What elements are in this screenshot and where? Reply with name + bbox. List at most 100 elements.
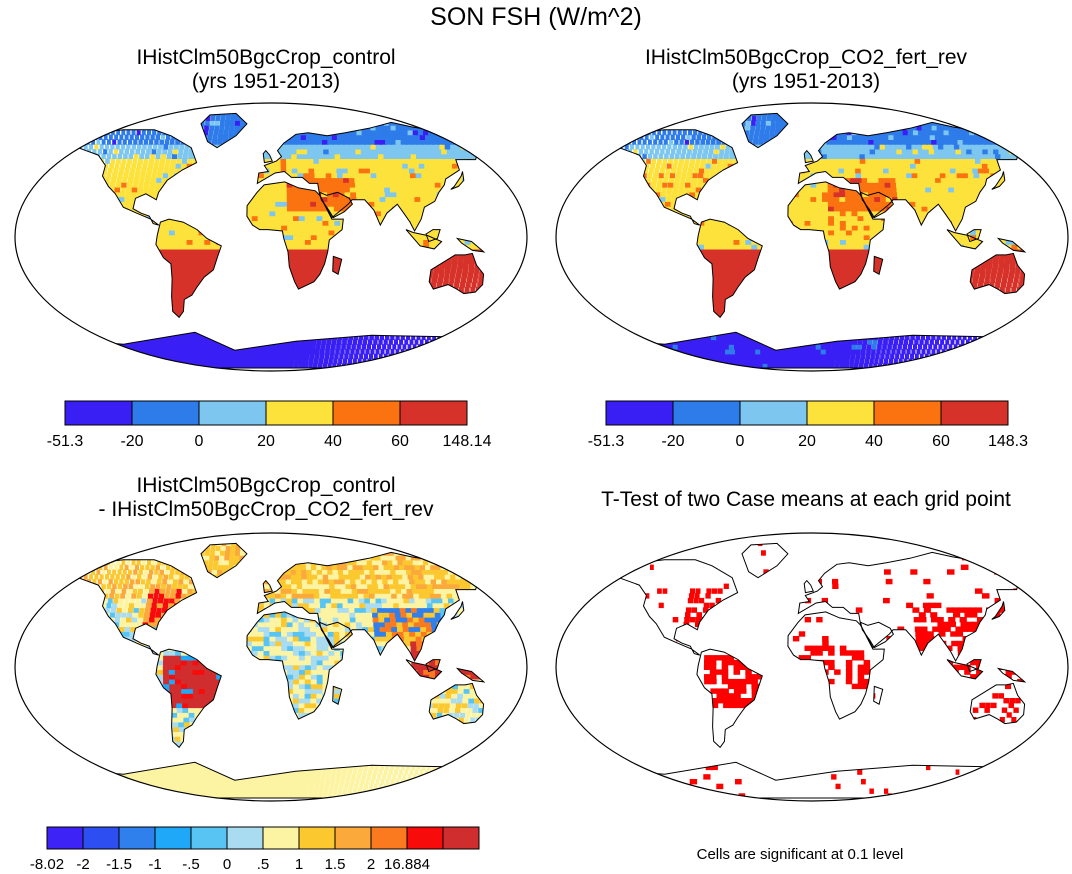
coastline-africa: [787, 181, 885, 290]
colorbar-tick-label: 0: [195, 433, 204, 450]
colorbar-box: [940, 400, 1009, 426]
coastline-northAmerica: [600, 559, 739, 656]
coastline-australia: [969, 252, 1026, 295]
coastline-borneo: [966, 229, 982, 243]
coastline-africa: [246, 181, 344, 290]
coastline-japan: [450, 171, 465, 190]
coastline-uk: [803, 579, 815, 594]
map-border: [555, 102, 1069, 372]
colorbar-tick-label: .5: [257, 856, 270, 873]
coastline-newGuinea: [455, 237, 486, 253]
coastline-southAmerica: [155, 218, 222, 319]
coastline-japan: [991, 601, 1006, 620]
panel-diff-title: IHistClm50BgcCrop_control - IHistClm50Bg…: [60, 474, 472, 522]
coastline-borneo: [966, 659, 982, 673]
coastlines: [45, 542, 515, 799]
colorbar-tick-label: 148.3: [988, 433, 1028, 450]
colorbar-box: [406, 826, 444, 850]
coastline-australia: [428, 682, 485, 725]
coastline-australia: [969, 682, 1026, 725]
significance-note: Cells are significant at 0.1 level: [696, 846, 904, 863]
colorbar-box: [262, 826, 300, 850]
coastline-madagascar: [873, 255, 884, 275]
colorbar-box: [118, 826, 156, 850]
panel-control-title: IHistClm50BgcCrop_control (yrs 1951-2013…: [66, 46, 466, 94]
colorbar-tick-label: -2: [76, 856, 89, 873]
map-control: [14, 102, 528, 372]
colorbar-box: [399, 400, 468, 426]
panel-diff-title-line2: - IHistClm50BgcCrop_CO2_fert_rev: [98, 498, 434, 521]
colorbar-tick-label: 0: [223, 856, 231, 873]
coastline-greenland: [200, 542, 248, 579]
colorbar-box: [198, 400, 267, 426]
coastline-uk: [262, 149, 274, 164]
coastline-indonesia: [946, 659, 984, 680]
colorbar-box: [265, 400, 334, 426]
coastline-indonesia: [405, 229, 443, 250]
colorbar-tick-label: -1.5: [106, 856, 132, 873]
colorbar-tick-label: 40: [865, 433, 883, 450]
colorbar-tick-label: -1: [148, 856, 161, 873]
map-ttest: [555, 532, 1069, 802]
map-difference: [14, 532, 528, 802]
colorbar-box: [806, 400, 875, 426]
coastline-northAmerica: [600, 129, 739, 226]
colorbar-tick-label: 20: [798, 433, 816, 450]
coastline-eurasia: [256, 121, 496, 233]
panel-ttest-title: T-Test of two Case means at each grid po…: [601, 488, 1011, 511]
colorbar-tick-label: 1: [295, 856, 303, 873]
colorbar-box: [332, 400, 401, 426]
coastline-indonesia: [405, 659, 443, 680]
colorbar-box: [334, 826, 372, 850]
colorbar-box: [154, 826, 192, 850]
colorbar-difference: -8.02 -2 -1.5 -1 -.5 0 .5 1 1.5 2 16.884: [30, 826, 480, 873]
coastline-newGuinea: [996, 237, 1027, 253]
colorbar-tick-label: 60: [391, 433, 409, 450]
colorbar-box: [605, 400, 674, 426]
panel-co2-title: IHistClm50BgcCrop_CO2_fert_rev (yrs 1951…: [606, 46, 1006, 94]
figure-title: SON FSH (W/m^2): [430, 3, 642, 31]
colorbar-tick-label: 1.5: [325, 856, 346, 873]
coastlines: [586, 542, 1056, 799]
colorbar-tick-label: -20: [120, 433, 143, 450]
coastline-indonesia: [946, 229, 984, 250]
panel-co2-title-line2: (yrs 1951-2013): [731, 70, 881, 93]
coastline-borneo: [425, 659, 441, 673]
coastline-southAmerica: [696, 648, 763, 749]
coastline-greenland: [741, 112, 789, 149]
coastline-newGuinea: [996, 667, 1027, 683]
panel-control-title-line1: IHistClm50BgcCrop_control: [136, 46, 396, 69]
colorbar-tick-label: -.5: [182, 856, 200, 873]
colorbar-tick-label: 40: [324, 433, 342, 450]
coastline-southAmerica: [155, 648, 222, 749]
panel-control-title-line2: (yrs 1951-2013): [191, 70, 341, 93]
coastline-africa: [787, 611, 885, 720]
colorbar-tick-label: 148.14: [443, 433, 492, 450]
panel-diff-title-line1: IHistClm50BgcCrop_control: [136, 474, 396, 497]
colorbar-tick-label: 16.884: [384, 856, 430, 873]
coastline-eurasia: [256, 551, 496, 663]
colorbar-box: [82, 826, 120, 850]
coastline-northAmerica: [59, 559, 198, 656]
colorbar-box: [873, 400, 942, 426]
map-co2-fert-rev: [555, 102, 1069, 372]
colorbar-tick-label: -8.02: [30, 856, 64, 873]
colorbar-tick-label: 0: [736, 433, 745, 450]
colorbar-tick-label: 60: [932, 433, 950, 450]
coastline-greenland: [200, 112, 248, 149]
coastline-southAmerica: [696, 218, 763, 319]
colorbar-box: [131, 400, 200, 426]
colorbar-box: [370, 826, 408, 850]
coastline-uk: [803, 149, 815, 164]
coastline-greenland: [741, 542, 789, 579]
coastline-northAmerica: [59, 129, 198, 226]
coastline-newGuinea: [455, 667, 486, 683]
colorbar-box: [739, 400, 808, 426]
coastline-madagascar: [873, 685, 884, 705]
colorbar-box: [298, 826, 336, 850]
coastline-australia: [428, 252, 485, 295]
map-border: [14, 532, 528, 802]
coastline-madagascar: [332, 685, 343, 705]
coastline-eurasia: [797, 121, 1037, 233]
colorbar-box: [190, 826, 228, 850]
